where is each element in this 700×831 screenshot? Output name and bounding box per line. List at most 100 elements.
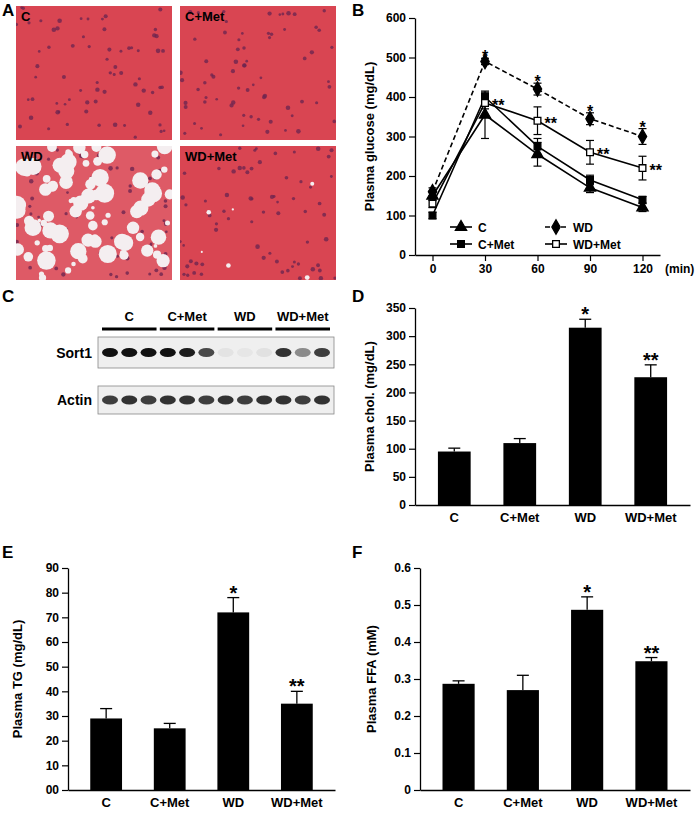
lipid-vacuole [69,199,73,203]
nucleus [38,50,41,53]
error-cap [586,164,594,165]
error-cap [534,106,542,107]
x-tick-label: WD [574,510,596,525]
y-tick-label: 200 [386,169,406,183]
nucleus [300,100,304,104]
nucleus [291,265,294,268]
nucleus [204,96,207,99]
nucleus [214,228,218,232]
lipid-vacuole [150,193,154,197]
nucleus [29,179,33,183]
band [102,348,118,357]
bar [281,704,313,790]
nucleus [105,58,108,61]
nucleus [327,155,331,159]
nucleus [236,47,240,51]
error-bar [639,197,647,203]
y-tick-mark [409,449,415,450]
error-bar [481,97,489,109]
x-tick-label: WD+Met [271,795,323,810]
nucleus [192,271,196,275]
lipid-vacuole [16,243,24,255]
x-tick-label: WD+Met [625,510,677,525]
x-tick-label: C [450,510,460,525]
nucleus [128,184,131,187]
nucleus [242,46,246,50]
y-tick: 0.5 [394,598,420,612]
y-tick-mark [409,215,415,216]
marker [429,200,436,207]
nucleus [311,267,315,271]
lipid-vacuole [130,205,143,218]
nucleus [245,170,249,174]
y-tick-mark [62,765,68,766]
nucleus [242,63,246,67]
nucleus [128,189,132,193]
lipid-vacuole [206,210,211,215]
lipid-vacuole [232,208,234,210]
error-cap [481,108,489,109]
lipid-vacuole [151,151,158,158]
band [295,396,311,405]
nucleus [268,252,271,255]
line [433,61,643,191]
nucleus [95,87,99,91]
nucleus [130,167,134,171]
nucleus [148,111,152,115]
marker [429,212,436,219]
y-tick-mark [414,679,420,680]
nucleus [268,36,271,39]
band [160,396,176,405]
y-tick: 300 [386,329,415,343]
nucleus [55,102,58,105]
tissue [16,146,172,280]
nucleus [155,34,159,38]
x-tick-label: 120 [633,262,653,276]
bar [634,377,667,505]
error-bar [534,107,542,135]
nucleus [55,110,60,115]
x-tick-mark [590,255,591,261]
nucleus [227,217,230,220]
x-tick-mark [485,255,486,261]
y-tick-mark [62,568,68,569]
legend-marker [553,241,560,248]
band [179,348,195,357]
nucleus [189,259,193,263]
nucleus [158,86,162,90]
nucleus [322,213,326,217]
series [427,91,648,211]
x-tick-label: 90 [584,262,598,276]
nucleus [183,132,186,135]
y-axis-title: Plasma FFA (mM) [364,625,379,733]
lipid-vacuole [310,182,314,186]
error-cap [481,92,489,93]
nucleus [52,28,57,33]
nucleus [286,106,291,111]
lipid-vacuole [95,184,114,203]
x-tick: WD [576,795,598,810]
nucleus [183,172,187,176]
image-label: C+Met [185,9,225,24]
y-tick: 0 [399,498,415,512]
group-label: C [125,309,135,324]
y-tick-label: 30 [46,709,60,723]
lipid-vacuole [102,219,108,225]
nucleus [200,262,204,266]
nucleus [71,44,75,48]
tissue [180,146,336,280]
y-tick-label: 100 [386,209,406,223]
y-tick-label: 0 [399,498,406,512]
nucleus [119,50,122,53]
nucleus [269,120,273,124]
error-cap [448,448,460,449]
annotation: * [534,73,541,90]
y-tick: 0.2 [394,709,420,723]
nucleus [35,64,39,68]
y-tick-mark [414,568,420,569]
y-tick-label: 0.4 [394,635,411,649]
blot-strip [98,337,334,368]
plot-area [438,319,667,505]
nucleus [200,273,203,276]
nucleus [163,129,166,132]
